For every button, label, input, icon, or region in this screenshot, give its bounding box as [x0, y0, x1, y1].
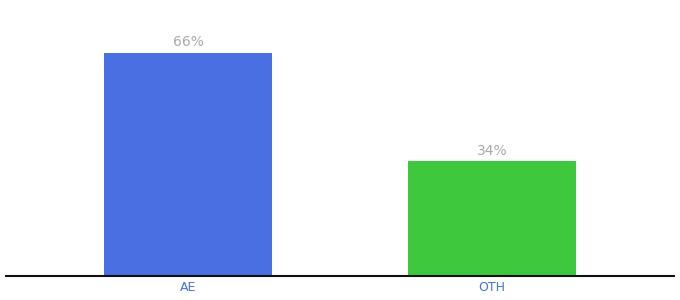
Bar [409, 161, 576, 276]
Bar [104, 53, 271, 276]
Text: 66%: 66% [173, 35, 203, 50]
Text: 34%: 34% [477, 144, 507, 158]
